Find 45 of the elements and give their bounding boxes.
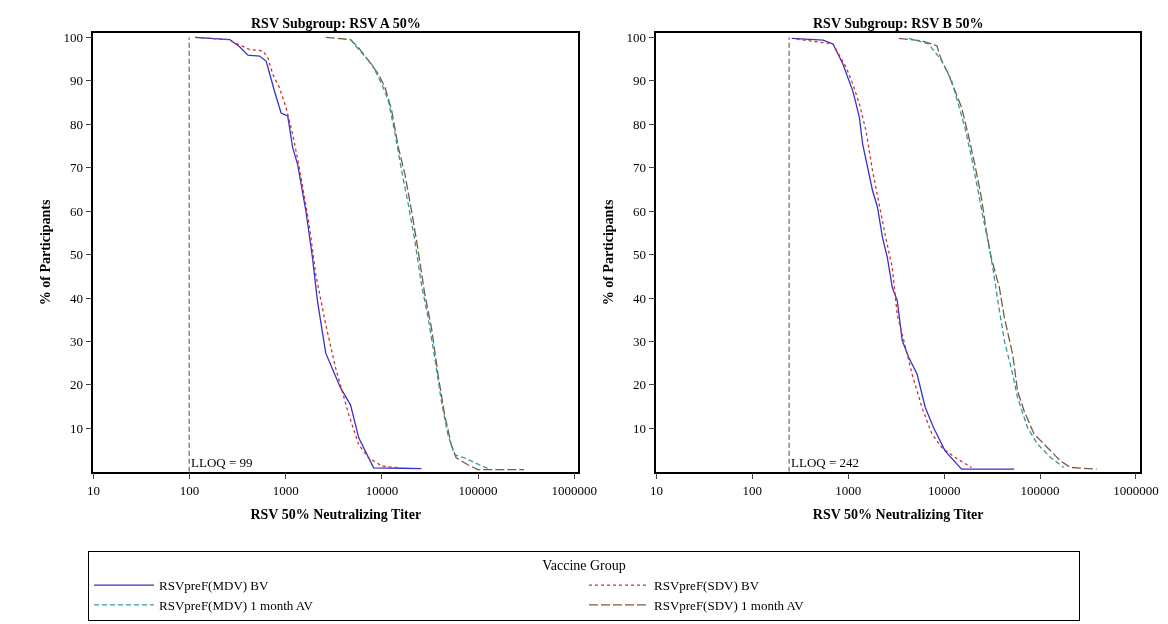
y-tick-label: 100 — [626, 29, 647, 45]
x-tick-label: 1000000 — [551, 483, 597, 499]
x-axis-title: RSV 50% Neutralizing Titer — [812, 506, 984, 522]
x-tick-label: 100000 — [458, 483, 498, 499]
legend-label: RSVpreF(MDV) BV — [159, 578, 270, 594]
y-tick-label: 30 — [70, 333, 84, 349]
y-tick-label: 90 — [633, 73, 647, 89]
y-tick-label: 70 — [633, 160, 647, 176]
y-tick-label: 10 — [633, 420, 647, 436]
x-tick-label: 10 — [649, 483, 663, 499]
y-tick-label: 20 — [633, 377, 647, 393]
x-tick-label: 100000 — [1020, 483, 1060, 499]
x-tick-label: 100 — [179, 483, 200, 499]
y-tick-label: 80 — [70, 116, 84, 132]
legend-label: RSVpreF(SDV) 1 month AV — [654, 598, 805, 613]
x-tick-label: 1000000 — [1113, 483, 1159, 499]
y-tick-label: 90 — [70, 73, 84, 89]
y-axis-title: % of Participants — [600, 198, 616, 306]
x-tick-label: 100 — [742, 483, 763, 499]
x-tick-label: 1000 — [272, 483, 299, 499]
chart-title: RSV Subgroup: RSV A 50% — [251, 16, 421, 31]
chart-title: RSV Subgroup: RSV B 50% — [813, 16, 984, 31]
y-tick-label: 30 — [633, 333, 647, 349]
ref-line-label: LLOQ = 99 — [191, 455, 253, 470]
x-tick-label: 10000 — [927, 483, 961, 499]
y-tick-label: 40 — [70, 290, 84, 306]
x-tick-label: 10 — [86, 483, 100, 499]
y-tick-label: 40 — [633, 290, 647, 306]
x-tick-label: 1000 — [835, 483, 862, 499]
y-tick-label: 50 — [633, 247, 647, 263]
y-tick-label: 20 — [70, 377, 84, 393]
y-tick-label: 100 — [63, 29, 84, 45]
legend-title: Vaccine Group — [542, 558, 626, 574]
y-tick-label: 60 — [633, 203, 647, 219]
y-tick-label: 60 — [70, 203, 84, 219]
x-tick-label: 10000 — [365, 483, 399, 499]
y-tick-label: 10 — [70, 420, 84, 436]
legend-label: RSVpreF(MDV) 1 month AV — [159, 598, 314, 613]
y-tick-label: 80 — [633, 116, 647, 132]
y-axis-title: % of Participants — [37, 198, 53, 306]
ref-line-label: LLOQ = 242 — [791, 455, 859, 470]
x-axis-title: RSV 50% Neutralizing Titer — [250, 506, 422, 522]
legend-label: RSVpreF(SDV) BV — [654, 578, 760, 594]
y-tick-label: 50 — [70, 247, 84, 263]
y-tick-label: 70 — [70, 160, 84, 176]
